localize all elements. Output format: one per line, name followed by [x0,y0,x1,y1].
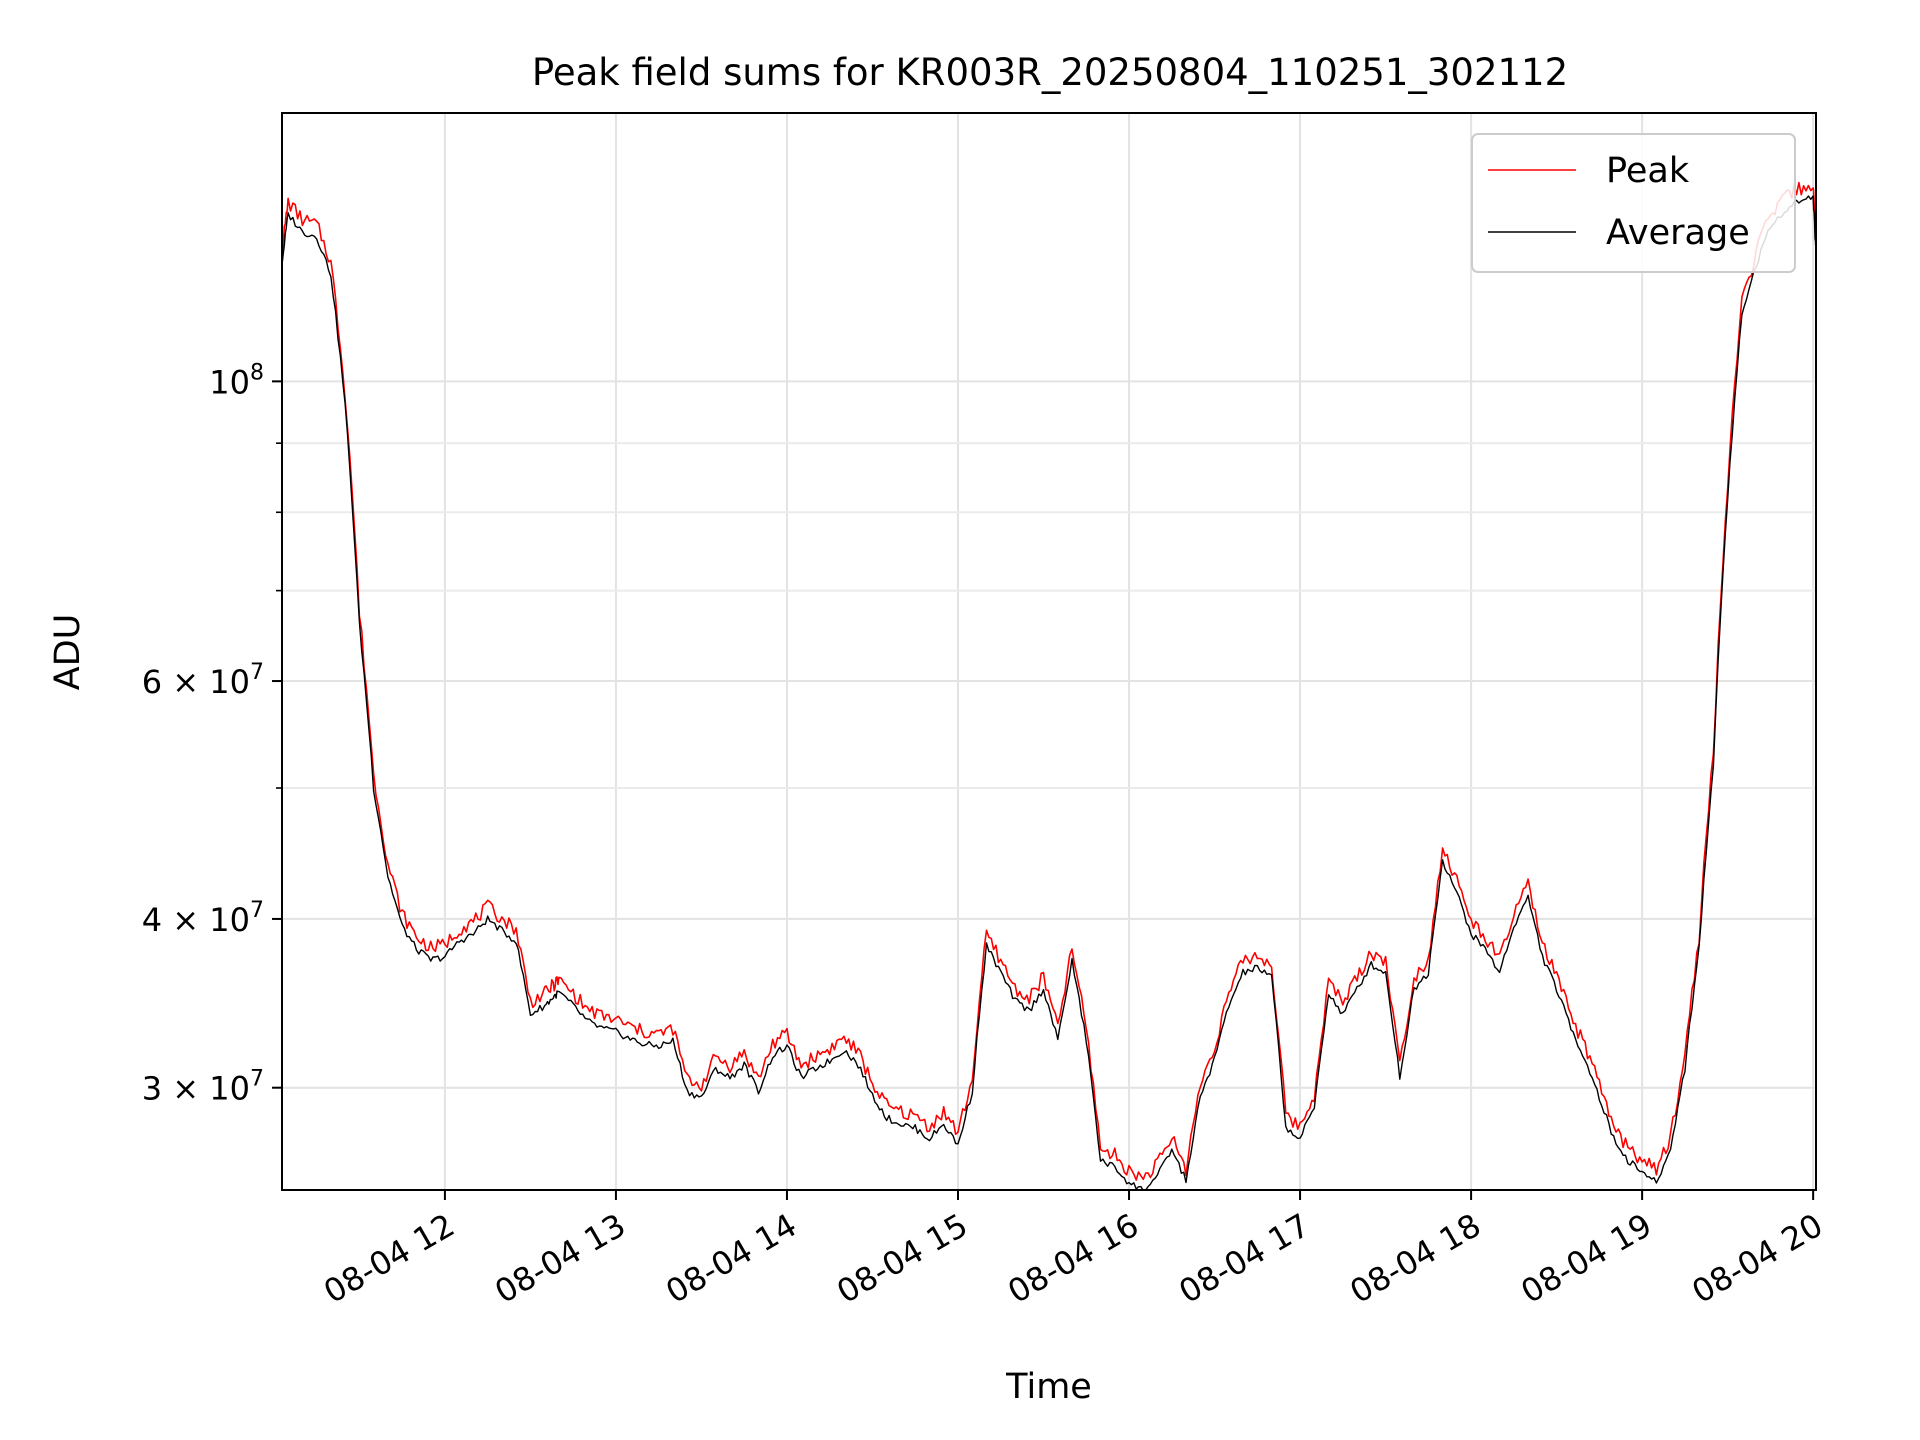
series-line-average [282,195,1816,1190]
y-tick-label: 4 × 107 [142,898,264,939]
legend-label-peak: Peak [1606,151,1690,191]
legend: Peak Average [1471,133,1796,273]
y-tick-label: 108 [209,360,264,401]
plot-frame [281,112,1817,1191]
grid [282,113,1816,1190]
y-axis: 3 × 107 4 × 107 6 × 107 108 [142,360,282,1108]
chart-title: Peak field sums for KR003R_20250804_1102… [532,51,1568,94]
legend-label-average: Average [1606,213,1750,253]
series-line-peak [282,181,1816,1181]
x-axis-label: Time [1005,1367,1092,1407]
y-tick-label: 3 × 107 [142,1067,264,1108]
legend-box [1471,133,1796,273]
plot-series [282,181,1816,1190]
y-tick-label: 6 × 107 [142,660,264,701]
y-axis-label: ADU [48,614,88,691]
